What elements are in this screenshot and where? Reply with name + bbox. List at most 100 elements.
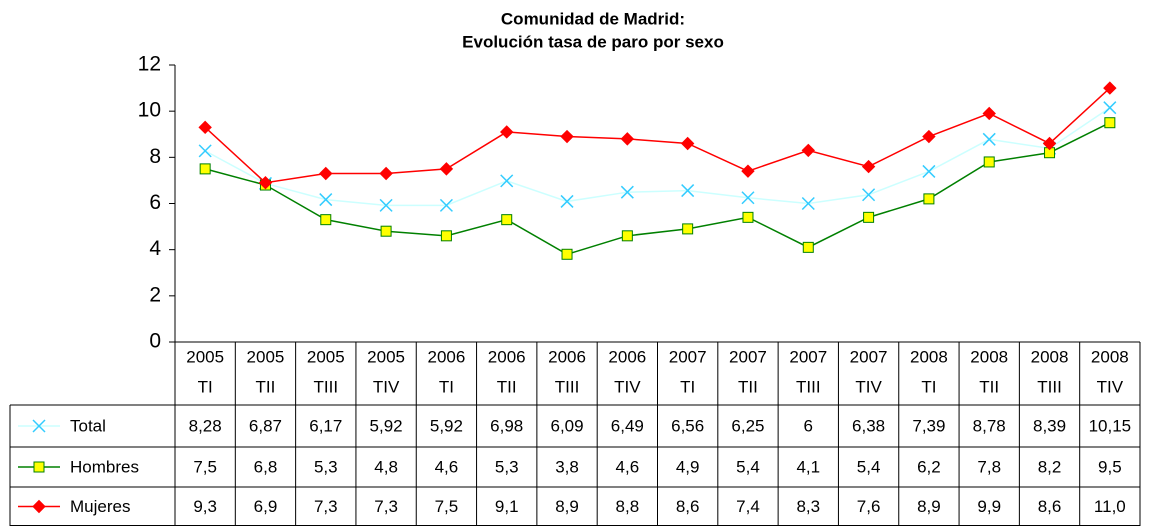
value-label: 7,3 bbox=[314, 497, 338, 516]
x-tick-label: 2008 bbox=[1091, 347, 1129, 366]
value-label: 10,15 bbox=[1089, 416, 1132, 435]
value-label: 8,3 bbox=[796, 497, 820, 516]
value-label: 8,28 bbox=[189, 416, 222, 435]
x-tick-label: TIV bbox=[373, 377, 400, 396]
x-tick-label: TIV bbox=[855, 377, 882, 396]
data-point bbox=[680, 136, 695, 151]
data-point bbox=[983, 156, 995, 168]
value-label: 4,8 bbox=[374, 457, 398, 476]
data-point bbox=[1103, 81, 1117, 95]
data-point bbox=[863, 211, 875, 223]
marker-stroke bbox=[198, 144, 212, 158]
value-label: 4,1 bbox=[796, 457, 820, 476]
series-line bbox=[204, 107, 1111, 207]
data-point bbox=[620, 132, 635, 146]
value-label: 4,6 bbox=[616, 457, 640, 476]
value-label: 7,39 bbox=[912, 416, 945, 435]
value-label: 6,09 bbox=[550, 416, 583, 435]
marker-stroke bbox=[379, 198, 393, 212]
x-tick-label: 2006 bbox=[548, 347, 586, 366]
marker-stroke bbox=[982, 132, 996, 146]
x-tick-label: TIII bbox=[796, 377, 821, 396]
data-point bbox=[620, 185, 634, 199]
y-tick-label: 4 bbox=[149, 237, 161, 260]
data-point bbox=[741, 164, 755, 178]
marker-stroke bbox=[32, 419, 46, 433]
data-point bbox=[560, 194, 574, 208]
data-point bbox=[561, 248, 573, 260]
data-point bbox=[198, 144, 212, 158]
value-label: 6,98 bbox=[490, 416, 523, 435]
marker-stroke bbox=[560, 194, 574, 208]
value-label: 5,92 bbox=[430, 416, 463, 435]
x-tick-label: 2006 bbox=[608, 347, 646, 366]
value-label: 6,56 bbox=[671, 416, 704, 435]
y-tick-label: 0 bbox=[149, 330, 161, 353]
data-point bbox=[922, 129, 936, 144]
x-tick-label: TIII bbox=[1037, 377, 1062, 396]
value-label: 5,3 bbox=[495, 457, 519, 476]
value-label: 6,49 bbox=[611, 416, 644, 435]
value-label: 7,8 bbox=[977, 457, 1001, 476]
y-tick-label: 8 bbox=[149, 145, 161, 168]
marker-stroke bbox=[862, 188, 876, 202]
y-tick-label: 10 bbox=[138, 99, 161, 122]
x-tick-label: TII bbox=[256, 377, 276, 396]
value-label: 7,5 bbox=[435, 497, 459, 516]
data-point bbox=[560, 129, 574, 144]
value-label: 7,5 bbox=[193, 457, 217, 476]
data-point bbox=[501, 214, 513, 226]
x-tick-label: 2005 bbox=[186, 347, 224, 366]
value-label: 6,17 bbox=[309, 416, 342, 435]
x-tick-label: TIII bbox=[314, 377, 339, 396]
value-label: 6 bbox=[804, 416, 813, 435]
value-label: 8,6 bbox=[1038, 497, 1062, 516]
data-point bbox=[621, 230, 633, 242]
value-label: 6,87 bbox=[249, 416, 282, 435]
x-tick-label: TIII bbox=[555, 377, 580, 396]
data-point bbox=[198, 120, 212, 135]
data-point bbox=[862, 188, 876, 202]
data-point bbox=[1104, 117, 1116, 129]
data-point bbox=[1103, 101, 1117, 115]
value-label: 6,38 bbox=[852, 416, 885, 435]
x-tick-label: TII bbox=[497, 377, 517, 396]
data-point bbox=[319, 166, 333, 181]
x-tick-label: TI bbox=[198, 377, 213, 396]
value-label: 7,4 bbox=[736, 497, 760, 516]
value-label: 8,9 bbox=[917, 497, 941, 516]
x-tick-label: TIV bbox=[614, 377, 641, 396]
data-point bbox=[1042, 136, 1057, 151]
value-label: 6,2 bbox=[917, 457, 941, 476]
marker-stroke bbox=[620, 185, 634, 199]
value-label: 8,6 bbox=[676, 497, 700, 516]
value-label: 5,4 bbox=[857, 457, 881, 476]
x-tick-label: 2007 bbox=[669, 347, 707, 366]
marker-stroke bbox=[741, 191, 755, 205]
series-line bbox=[204, 87, 1111, 184]
value-label: 5,3 bbox=[314, 457, 338, 476]
data-point bbox=[982, 106, 996, 121]
value-label: 9,3 bbox=[193, 497, 217, 516]
series-line bbox=[204, 122, 1111, 256]
value-label: 5,92 bbox=[370, 416, 403, 435]
marker-stroke bbox=[801, 196, 815, 211]
chart-title: Comunidad de Madrid: bbox=[501, 9, 685, 28]
y-tick-label: 12 bbox=[138, 53, 161, 76]
x-tick-label: TI bbox=[921, 377, 936, 396]
data-point bbox=[922, 164, 936, 178]
y-tick-label: 2 bbox=[149, 283, 161, 306]
data-point bbox=[801, 196, 815, 211]
legend-marker bbox=[32, 499, 46, 514]
x-tick-label: 2007 bbox=[850, 347, 888, 366]
data-point bbox=[380, 225, 392, 237]
data-point bbox=[500, 125, 514, 139]
marker-stroke bbox=[500, 174, 514, 188]
data-point bbox=[379, 166, 393, 181]
data-point bbox=[682, 223, 694, 235]
x-tick-label: 2006 bbox=[488, 347, 526, 366]
value-label: 4,9 bbox=[676, 457, 700, 476]
value-label: 8,8 bbox=[616, 497, 640, 516]
x-tick-label: 2008 bbox=[1031, 347, 1069, 366]
